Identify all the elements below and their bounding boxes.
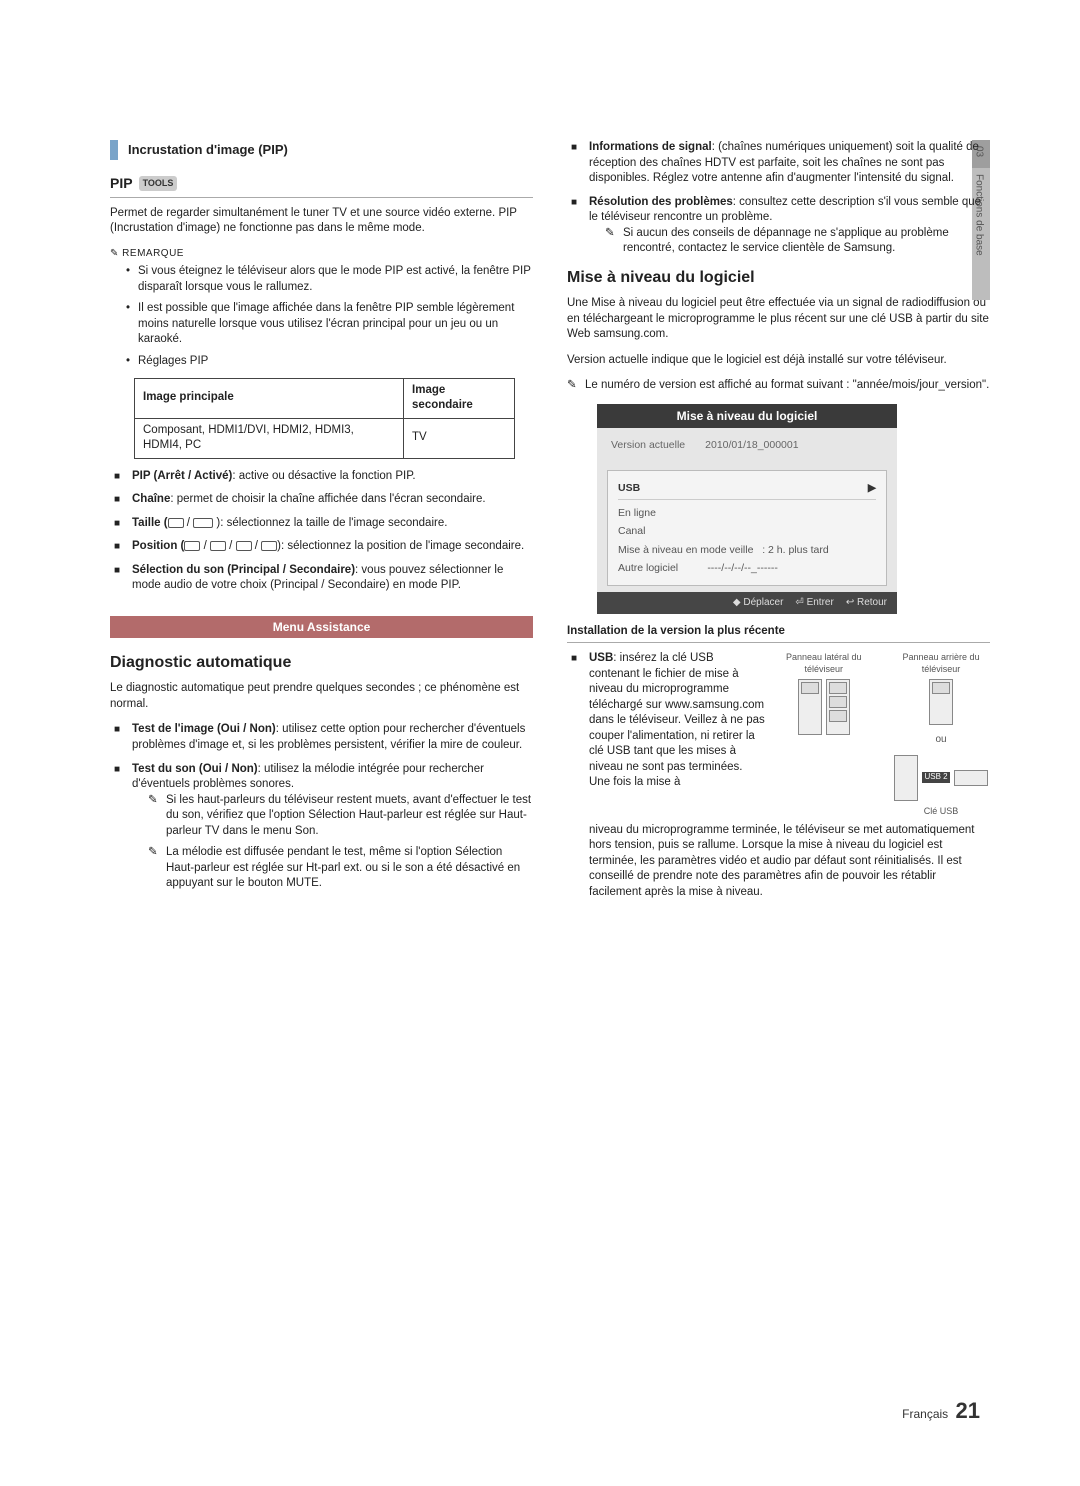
troubleshoot-note: Si aucun des conseils de dépannage ne s'… [589, 226, 990, 257]
troubleshoot: Résolution des problèmes: consultez cett… [589, 195, 990, 257]
other-row[interactable]: Autre logiciel ----/--/--/--_------ [618, 559, 876, 577]
remark-list: Si vous éteignez le téléviseur alors que… [110, 264, 533, 369]
sw-box-body: Version actuelle 2010/01/18_000001 [597, 428, 897, 462]
size-icon [193, 518, 213, 528]
sw-box-footer: ◆ Déplacer ⏎ Entrer ↩ Retour [597, 592, 897, 614]
menu-assistance-strip: Menu Assistance [110, 616, 533, 638]
sw-box-title: Mise à niveau du logiciel [597, 404, 897, 428]
pip-intro: Permet de regarder simultanément le tune… [110, 206, 533, 237]
signal-list: Informations de signal: (chaînes numériq… [567, 140, 990, 257]
sw-note-item: Le numéro de version est affiché au form… [585, 378, 990, 394]
return-hint: ↩ Retour [846, 596, 887, 610]
canal-row[interactable]: Canal [618, 522, 876, 540]
diagnostic-list: Test de l'image (Oui / Non): utilisez ce… [110, 722, 533, 891]
signal-info: Informations de signal: (chaînes numériq… [589, 140, 990, 187]
sw-intro2: Version actuelle indique que le logiciel… [567, 353, 990, 369]
usb-install: USB: insérez la clé USB contenant le fic… [567, 651, 990, 901]
usb2-label: USB 2 [922, 772, 949, 783]
sw-intro1: Une Mise à niveau du logiciel peut être … [567, 296, 990, 343]
port-icon [929, 679, 953, 725]
right-column: Informations de signal: (chaînes numériq… [567, 140, 990, 909]
usb-row[interactable]: USB [618, 481, 640, 495]
pip-table: Image principale Image secondaire Compos… [134, 378, 515, 459]
sw-box-panel: USB ▶ En ligne Canal Mise à niveau en mod… [607, 470, 887, 586]
ou-label: ou [935, 733, 946, 747]
remark-item: Il est possible que l'image affichée dan… [138, 301, 533, 348]
pip-heading-label: Incrustation d'image (PIP) [128, 141, 288, 159]
pos-icon [184, 541, 200, 551]
current-version-value: 2010/01/18_000001 [705, 438, 798, 452]
diag-notes: Si les haut-parleurs du téléviseur reste… [132, 793, 533, 892]
port-icon [798, 679, 822, 735]
opt-audio: Sélection du son (Principal / Secondaire… [132, 563, 533, 594]
usb-key-icon [954, 770, 988, 786]
opt-taille: Taille ( / ): sélectionnez la taille de … [132, 516, 533, 532]
pip-td2: TV [404, 418, 515, 458]
heading-tick [110, 140, 118, 160]
tools-icon: TOOLS [139, 176, 178, 190]
sw-update-box: Mise à niveau du logiciel Version actuel… [597, 404, 897, 614]
diag-note: Si les haut-parleurs du téléviseur reste… [166, 793, 533, 840]
port-icon [826, 679, 850, 735]
install-heading: Installation de la version la plus récen… [567, 624, 990, 644]
diagnostic-intro: Le diagnostic automatique peut prendre q… [110, 681, 533, 712]
pip-td1: Composant, HDMI1/DVI, HDMI2, HDMI3, HDMI… [135, 418, 404, 458]
remark-item: Réglages PIP [138, 354, 533, 370]
pip-label: PIP [110, 174, 133, 193]
sw-update-title: Mise à niveau du logiciel [567, 267, 990, 289]
side-panel-label: Panneau latéral du téléviseur [775, 651, 872, 675]
pip-subhead: PIP TOOLS [110, 174, 533, 198]
rear-panel-label: Panneau arrière du téléviseur [892, 651, 990, 675]
pos-icon [236, 541, 252, 551]
pos-icon [261, 541, 277, 551]
chevron-right-icon: ▶ [868, 481, 876, 495]
usb-tail: niveau du microprogramme terminée, le té… [589, 823, 990, 901]
pip-heading: Incrustation d'image (PIP) [110, 140, 533, 160]
usb-diagram: Panneau latéral du téléviseur Panneau ar… [775, 651, 990, 817]
diagnostic-title: Diagnostic automatique [110, 652, 533, 674]
opt-pip: PIP (Arrêt / Activé): active ou désactiv… [132, 469, 533, 485]
remark-heading: REMARQUE [110, 247, 533, 261]
size-icon [168, 518, 184, 528]
left-column: Incrustation d'image (PIP) PIP TOOLS Per… [110, 140, 533, 909]
usb-text: USB: insérez la clé USB contenant le fic… [589, 651, 765, 817]
diag-image: Test de l'image (Oui / Non): utilisez ce… [132, 722, 533, 753]
pip-options: PIP (Arrêt / Activé): active ou désactiv… [110, 469, 533, 594]
pip-th2: Image secondaire [404, 378, 515, 418]
current-version-label: Version actuelle [611, 438, 685, 452]
online-row[interactable]: En ligne [618, 504, 876, 522]
remark-item: Si vous éteignez le téléviseur alors que… [138, 264, 533, 295]
footer-page: 21 [956, 1398, 980, 1423]
diag-sound: Test du son (Oui / Non): utilisez la mél… [132, 762, 533, 892]
troubleshoot-item: Si aucun des conseils de dépannage ne s'… [623, 226, 990, 257]
opt-chaine: Chaîne: permet de choisir la chaîne affi… [132, 492, 533, 508]
page-footer: Français 21 [902, 1396, 980, 1426]
port-icon [894, 755, 918, 801]
pos-icon [210, 541, 226, 551]
footer-lang: Français [902, 1407, 948, 1421]
usb-key-label: Clé USB [924, 805, 959, 817]
sw-note: Le numéro de version est affiché au form… [567, 378, 990, 394]
diag-note: La mélodie est diffusée pendant le test,… [166, 845, 533, 892]
enter-hint: ⏎ Entrer [795, 596, 833, 610]
move-hint: ◆ Déplacer [733, 596, 784, 610]
opt-position: Position ( / / / ): sélectionnez la posi… [132, 539, 533, 555]
pip-th1: Image principale [135, 378, 404, 418]
usb-item: USB: insérez la clé USB contenant le fic… [589, 651, 990, 901]
standby-row[interactable]: Mise à niveau en mode veille : 2 h. plus… [618, 541, 876, 559]
